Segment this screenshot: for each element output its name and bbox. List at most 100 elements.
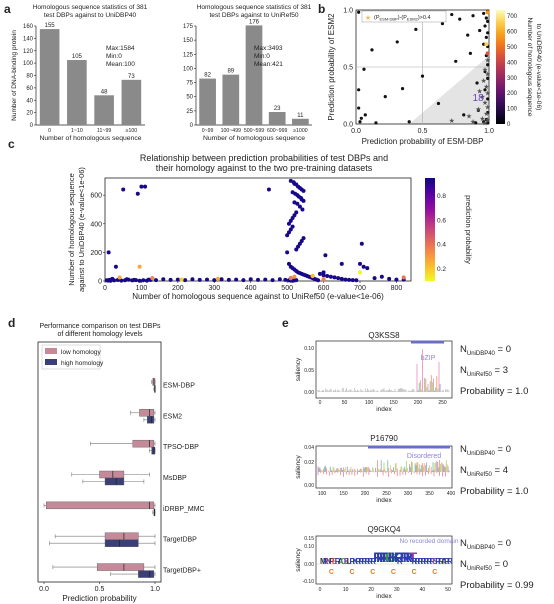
b-star-marker: ★: [479, 93, 485, 101]
c-highlight-point: [137, 264, 142, 269]
c-point: [387, 276, 392, 281]
e2-xtick-label: 250: [382, 491, 391, 497]
b-legend-text: (PESM-DBP)-(PESM2)>0.4: [374, 15, 431, 22]
a1-xlabel: Number of homologous sequence: [39, 135, 141, 142]
c-ytick-label: 600: [90, 193, 102, 200]
c-point: [108, 278, 113, 283]
a1-title-line: test DBPs against to UniDBP40: [44, 12, 137, 19]
c-point: [205, 277, 209, 282]
e2-n2-sub: UniRef50: [466, 471, 492, 478]
c-point: [317, 271, 322, 276]
e2-xtick-label: 350: [425, 491, 434, 497]
e3-xtick-label: 20: [368, 587, 374, 593]
a1-category-label: ≥100: [126, 128, 138, 134]
a1-bar: [121, 79, 142, 125]
a1-ylabel: Number of DNA-binding protein: [11, 30, 18, 121]
e1-n2-sub: UniRef50: [466, 371, 492, 378]
e1-ylabel: saliency: [295, 357, 302, 381]
c-point: [270, 278, 275, 283]
b-point: [483, 24, 487, 28]
b-point: [475, 81, 479, 85]
a1-ytick-label: 80: [26, 74, 33, 80]
a1-ytick-label: 60: [26, 86, 33, 92]
e1-n1-base: N: [460, 344, 467, 355]
c-point: [121, 187, 126, 192]
d-box-high: [147, 416, 155, 424]
b-xtick-label: 0.5: [418, 128, 428, 135]
b-colored-point: [484, 42, 489, 47]
e3-logo-letter: R: [382, 549, 392, 565]
c-colorbar: [425, 178, 435, 281]
e3-logo-letter: P: [329, 557, 335, 566]
c-point: [294, 210, 299, 215]
c-point: [286, 221, 291, 226]
c-title-line: their homology against to the two pre-tr…: [156, 163, 373, 173]
e3-xtick-label: 0: [319, 587, 322, 593]
e3-logo-letter: R: [376, 549, 386, 565]
panel-label-e: e: [282, 316, 289, 330]
e2-xtick-label: 400: [447, 491, 456, 497]
e1-frame: [315, 340, 453, 399]
b-star-marker: ★: [483, 83, 489, 91]
a2-ytick-label: 175: [183, 24, 194, 30]
e3-n1-base: N: [460, 538, 467, 549]
b-point: [484, 35, 488, 39]
a1-title-line: Homologous sequence statistics of 381: [33, 4, 148, 11]
c-point: [343, 277, 348, 282]
c-ytick-label: 0: [98, 279, 102, 286]
a1-bar-value: 48: [101, 89, 108, 95]
b-point: [476, 108, 480, 112]
e3-n2-base: N: [460, 558, 467, 570]
e2-n2-base: N: [460, 464, 467, 476]
c-point: [288, 218, 293, 223]
b-point: [482, 120, 486, 124]
c-point: [321, 273, 326, 278]
e2-n2-val: = 4: [494, 464, 509, 476]
c-title-line: Relationship between prediction probabil…: [140, 153, 388, 163]
b-star-marker: ★: [482, 99, 488, 107]
e1-n2-val: = 3: [494, 364, 509, 376]
c-point: [130, 278, 135, 283]
e3-xtick-label: 50: [445, 587, 451, 593]
a1-ytick-label: 140: [23, 36, 34, 42]
e3-logo-letter: R: [415, 557, 421, 566]
a2-category-label: ≥1000: [293, 128, 308, 134]
e3-info: NUniDBP40 = 0 NUniRef50 = 0 Probability …: [460, 537, 534, 592]
c-highlight-point: [401, 275, 406, 280]
e2-xlabel: index: [376, 497, 392, 504]
c-xtick-label: 700: [354, 285, 366, 292]
e2-xtick-label: 300: [404, 491, 413, 497]
b-colorbar-tick: 100: [507, 107, 518, 113]
c-highlight-point: [321, 277, 326, 282]
e3-logo-letter: K: [406, 549, 416, 565]
e3-logo-letter: K: [391, 549, 401, 565]
b-star-marker: ★: [479, 115, 485, 123]
e3-logo-letter: G: [385, 549, 396, 565]
a2-bar-value: 176: [249, 19, 260, 25]
b-point: [383, 95, 387, 99]
c-point: [325, 273, 330, 278]
b-point: [482, 11, 486, 16]
e1-xtick-label: 100: [365, 400, 374, 406]
e1-xtick-label: 0: [319, 400, 322, 406]
b-point: [486, 97, 490, 101]
c-point: [112, 278, 117, 283]
c-colorbar-label: prediction probability: [464, 195, 473, 264]
c-point: [294, 247, 299, 252]
b-point: [474, 121, 478, 125]
b-point: [486, 63, 490, 67]
e3-protein-name: Q9GKQ4: [368, 525, 401, 534]
a2-title-line: test DBPs against to UniRef50: [209, 12, 298, 19]
e3-logo-letter: R: [323, 557, 329, 566]
b-star-marker: ★: [483, 110, 489, 118]
d-method-label: iDRBP_MMC: [163, 506, 205, 513]
e2-ylabel: saliency: [295, 455, 302, 479]
b-ylabel: Prediction probability of ESM2: [327, 13, 336, 121]
a2-bar: [222, 74, 240, 125]
e1-n2-base: N: [460, 364, 467, 376]
e1-protein-name: Q3KSS8: [368, 331, 400, 340]
e3-prob: Probability = 0.99: [460, 579, 534, 591]
c-point: [297, 204, 302, 209]
